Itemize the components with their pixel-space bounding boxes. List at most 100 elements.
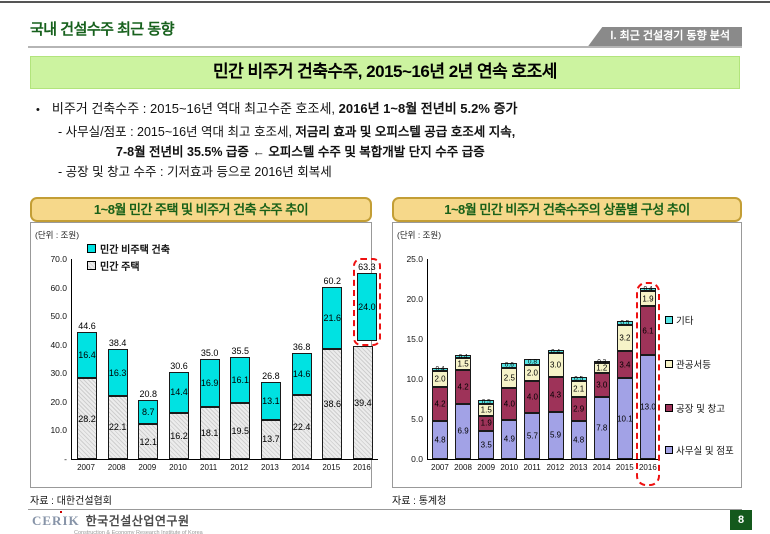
bar-segment: 19.5 — [230, 403, 251, 459]
bar-stack: 26.8 13.1 13.7 — [260, 371, 281, 459]
bar-value-label: 16.1 — [231, 375, 250, 386]
bar-segment: 1.5 — [455, 358, 472, 371]
bar-segment: 13.0 — [639, 355, 656, 459]
x-axis-label: 2010 — [500, 463, 519, 472]
bar-column: 38.4 16.3 22.1 — [107, 259, 128, 459]
x-axis-label: 2014 — [592, 463, 611, 472]
x-axis-label: 2007 — [77, 463, 95, 472]
page-title: 국내 건설수주 최근 동향 — [30, 21, 175, 38]
x-axis-label: 2016 — [638, 463, 657, 472]
bar-value-label: 0.5 — [620, 319, 630, 327]
legend-label: 민간 주택 — [100, 262, 140, 273]
bar-stack: 0.4 3.0 4.3 5.9 — [547, 348, 564, 459]
bar-total-label: 20.8 — [139, 388, 158, 399]
bar-total-label: 26.8 — [262, 371, 280, 382]
bar-value-label: 38.6 — [323, 398, 342, 409]
bar-total-label: 30.6 — [170, 360, 188, 371]
bar-top-group: 38.4 16.3 — [107, 338, 128, 396]
bar-segment: 14.4 — [168, 371, 189, 413]
bar-value-label: 1.5 — [457, 359, 469, 369]
bar-column: 0.4 3.0 4.3 5.9 — [547, 259, 564, 459]
highlight-dashed-box: 63.3 24.0 — [352, 257, 381, 347]
bar-value-label: 3.5 — [480, 440, 492, 450]
legend-item: 사무실 및 점포 — [665, 443, 734, 457]
legend-swatch-icon — [665, 446, 673, 454]
bar-segment: 4.2 — [432, 387, 448, 421]
bar-value-label: 0.5 — [481, 398, 491, 406]
bar-value-label: 24.0 — [358, 302, 376, 313]
bar-total-label: 44.6 — [78, 320, 96, 331]
bar-total-label: 38.4 — [108, 338, 127, 349]
bar-value-label: 16.3 — [108, 367, 127, 378]
bar-column: 20.8 8.7 12.1 — [138, 259, 159, 459]
bar-value-label: 22.1 — [108, 422, 127, 433]
bar-value-label: 13.0 — [640, 402, 656, 412]
bar-value-label: 2.5 — [503, 373, 515, 383]
bar-segment: 1.9 — [639, 291, 656, 307]
x-axis-label: 2010 — [169, 463, 187, 472]
legend-item: 기타 — [665, 313, 693, 327]
bullet-line-3: 7-8월 전년비 35.5% 급증 ← 오피스텔 수주 및 복합개발 단지 수주… — [116, 145, 485, 159]
legend-swatch-icon — [87, 261, 96, 270]
bar-segment: 14.6 — [291, 353, 312, 395]
bullet-2-text: - 사무실/점포 : 2015~16년 역대 최고 호조세, — [58, 125, 296, 139]
bar-value-label: 4.3 — [549, 390, 562, 400]
bar-segment: 24.0 — [356, 272, 377, 342]
bar-stack: 44.6 16.4 28.2 — [77, 321, 97, 459]
bar-value-label: 4.8 — [573, 435, 585, 445]
bar-stack: 35.5 16.1 19.5 — [230, 346, 251, 459]
left-chart-x-axis: 2007 2008 2009 2010 2011 2012 2013 2014 2015 2016 — [71, 463, 377, 472]
legend-item: 관공서등 — [665, 357, 711, 371]
bar-segment: 16.4 — [77, 331, 97, 379]
cerik-wordmark: CERIK — [32, 513, 80, 528]
bar-segment: 4.0 — [524, 381, 541, 414]
legend-swatch-icon — [665, 316, 673, 324]
x-axis-label: 2008 — [107, 463, 126, 472]
bullet-1-text: 비주거 건축수주 : 2015~16년 역대 최고수준 호조세, — [51, 101, 339, 116]
bar-total-label: 35.5 — [231, 346, 250, 357]
bar-column: 60.2 21.6 38.6 — [322, 259, 343, 459]
left-chart-title: 1~8월 민간 주택 및 비주거 건축 수주 추이 — [30, 197, 372, 222]
bullet-2-bold: 저금리 효과 및 오피스텔 공급 호조세 지속, — [295, 125, 516, 139]
bar-column: 44.6 16.4 28.2 — [77, 259, 97, 459]
bar-value-label: 3.0 — [549, 360, 562, 370]
bar-segment: 22.4 — [291, 395, 312, 459]
bar-segment: 3.0 — [547, 353, 564, 378]
bar-stack: 0.6 2.5 4.0 4.9 — [501, 362, 518, 459]
bar-segment: 1.9 — [478, 415, 495, 431]
institute-name: 한국건설산업연구원 — [85, 514, 190, 528]
bar-value-label: 0.4 — [458, 353, 468, 361]
bar-column: 0.8 2.0 4.0 5.7 — [524, 259, 541, 459]
bar-total-label: 60.2 — [323, 276, 342, 287]
bar-value-label: 13.1 — [262, 396, 280, 407]
bullet-line-4: - 공장 및 창고 수주 : 기저효과 등으로 2016년 회복세 — [58, 165, 332, 179]
bar-segment: 2.0 — [432, 371, 448, 388]
bar-stack: 63.3 24.0 39.4 — [352, 257, 381, 459]
bullet-1-bold: 2016년 1~8월 전년비 5.2% 증가 — [338, 101, 518, 116]
bar-value-label: 0.5 — [574, 375, 584, 383]
bar-top-group: 44.6 16.4 — [77, 321, 97, 379]
bar-stack: 60.2 21.6 38.6 — [322, 276, 343, 459]
bar-segment: 6.1 — [639, 306, 656, 355]
bar-top-group: 60.2 21.6 — [322, 276, 343, 349]
bar-column: 0.5 1.5 1.9 3.5 — [478, 259, 495, 459]
left-chart-plot: 44.6 16.4 28.2 38.4 16.3 22.1 20.8 8.7 12.1 30.6 1… — [71, 257, 381, 460]
bar-segment: 3.5 — [478, 431, 495, 459]
bullet-line-2: - 사무실/점포 : 2015~16년 역대 최고 호조세, 저금리 효과 및 … — [58, 122, 742, 142]
bar-segment: 3.0 — [593, 372, 610, 397]
bar-segment: 12.1 — [138, 424, 159, 459]
bar-segment: 5.9 — [547, 411, 564, 459]
bar-column: 0.3 1.2 3.0 7.8 — [593, 259, 610, 459]
x-axis-label: 2015 — [615, 463, 634, 472]
bar-stack: 20.8 8.7 12.1 — [138, 388, 159, 459]
bar-value-label: 2.1 — [573, 384, 585, 394]
x-axis-label: 2016 — [353, 463, 371, 472]
bar-value-label: 14.6 — [292, 369, 311, 380]
bar-column: 0.4 1.5 4.2 6.9 — [455, 259, 472, 459]
right-chart-plot: 0.4 2.0 4.2 4.8 0.4 1.5 4.2 6.9 0.5 1.5 1.9 3.5 0.6 2… — [427, 259, 660, 486]
bar-top-group: 35.0 16.9 — [199, 348, 220, 408]
x-axis-label: 2009 — [477, 463, 496, 472]
bar-column: 0.6 2.5 4.0 4.9 — [501, 259, 518, 459]
bar-value-label: 1.9 — [642, 294, 654, 304]
